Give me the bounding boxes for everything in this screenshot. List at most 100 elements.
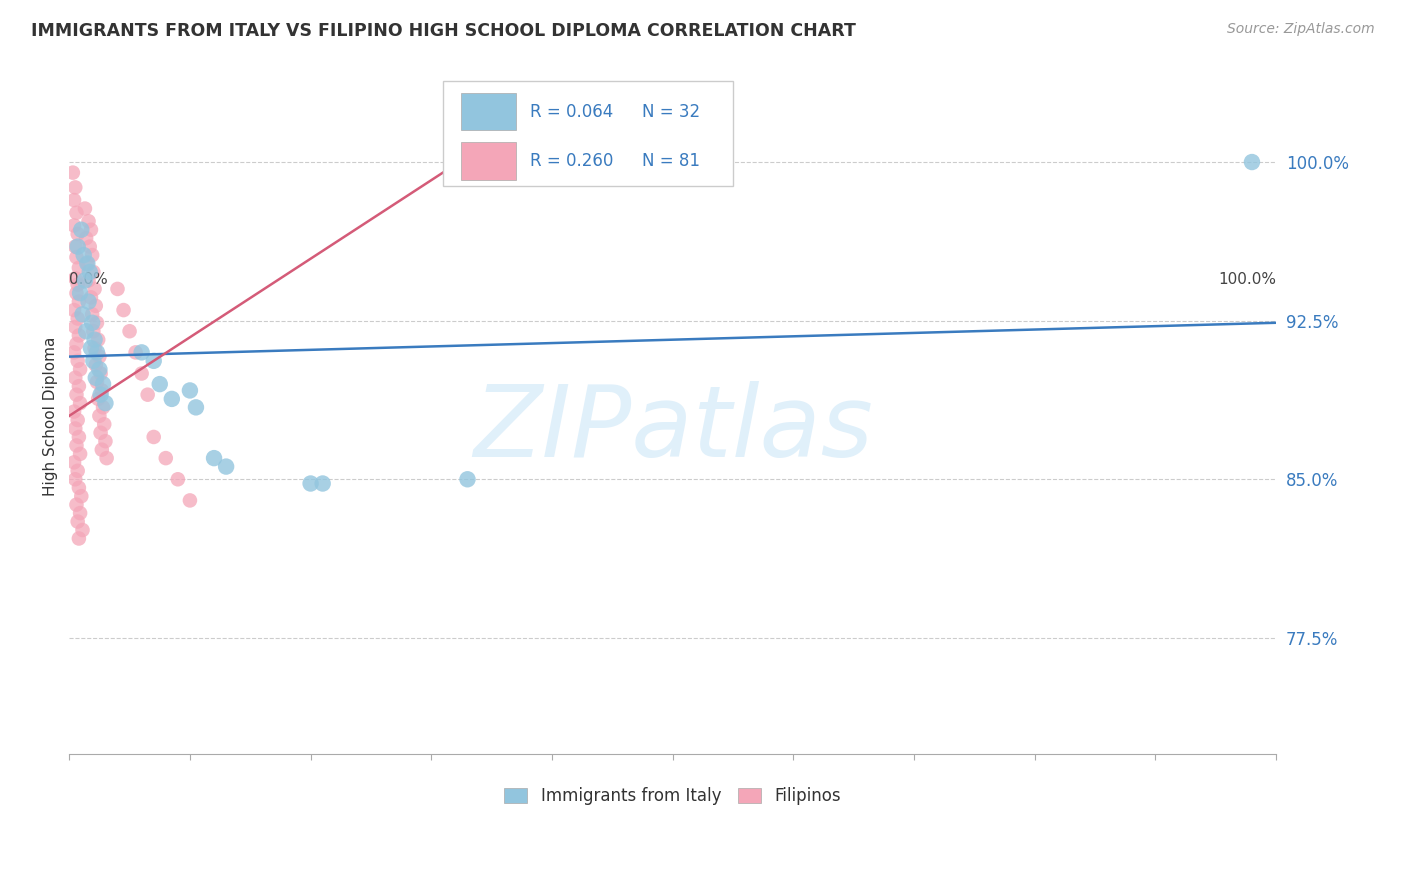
Point <box>69 286 91 301</box>
Point <box>142 354 165 368</box>
Point <box>83 333 105 347</box>
FancyBboxPatch shape <box>443 81 733 186</box>
Point <box>65 271 87 285</box>
Point <box>457 472 479 486</box>
Text: IMMIGRANTS FROM ITALY VS FILIPINO HIGH SCHOOL DIPLOMA CORRELATION CHART: IMMIGRANTS FROM ITALY VS FILIPINO HIGH S… <box>31 22 856 40</box>
Point <box>67 481 90 495</box>
Point <box>65 498 87 512</box>
Point <box>84 299 107 313</box>
Point <box>66 354 89 368</box>
Point <box>66 239 89 253</box>
Point <box>63 455 86 469</box>
Point <box>82 265 104 279</box>
Point <box>82 316 104 330</box>
FancyBboxPatch shape <box>461 93 516 130</box>
Point <box>87 333 110 347</box>
Point <box>80 341 103 355</box>
Point <box>65 438 87 452</box>
Point <box>76 256 98 270</box>
Point <box>142 430 165 444</box>
Point <box>63 404 86 418</box>
Point <box>83 341 105 355</box>
Point <box>82 324 104 338</box>
Point <box>90 367 112 381</box>
Point <box>82 307 104 321</box>
Point <box>65 180 87 194</box>
Point <box>91 377 114 392</box>
Point <box>75 324 97 338</box>
Point <box>73 273 96 287</box>
Point <box>1240 155 1263 169</box>
Point <box>89 362 111 376</box>
Point <box>65 250 87 264</box>
Point <box>202 451 225 466</box>
Point <box>65 387 87 401</box>
Point <box>63 193 86 207</box>
Point <box>70 223 93 237</box>
Point <box>215 459 238 474</box>
Point <box>112 303 135 318</box>
Point <box>83 282 105 296</box>
Point <box>131 367 153 381</box>
Point <box>94 434 117 449</box>
Point <box>86 345 108 359</box>
Point <box>62 166 84 180</box>
Point <box>69 447 91 461</box>
Point <box>96 451 118 466</box>
Point <box>69 506 91 520</box>
Point <box>160 392 183 406</box>
Point <box>84 358 107 372</box>
Text: N = 81: N = 81 <box>643 152 700 170</box>
Point <box>65 370 87 384</box>
Point <box>65 421 87 435</box>
Point <box>90 384 112 398</box>
Point <box>67 430 90 444</box>
Point <box>90 442 112 457</box>
Point <box>67 294 90 309</box>
Point <box>69 396 91 410</box>
Point <box>80 223 103 237</box>
Point <box>65 286 87 301</box>
Point <box>89 409 111 423</box>
Point <box>67 379 90 393</box>
Text: ZIPatlas: ZIPatlas <box>472 381 873 478</box>
Point <box>66 413 89 427</box>
Point <box>79 239 101 253</box>
Point <box>86 375 108 389</box>
Point <box>77 294 100 309</box>
Text: 0.0%: 0.0% <box>69 272 108 286</box>
Point <box>124 345 146 359</box>
Point <box>311 476 333 491</box>
Point <box>69 362 91 376</box>
Point <box>299 476 322 491</box>
Point <box>75 231 97 245</box>
Point <box>63 345 86 359</box>
Point <box>131 345 153 359</box>
Point <box>90 387 112 401</box>
Point <box>77 273 100 287</box>
Point <box>65 239 87 253</box>
Point <box>66 311 89 326</box>
Y-axis label: High School Diploma: High School Diploma <box>44 336 58 496</box>
Text: Source: ZipAtlas.com: Source: ZipAtlas.com <box>1227 22 1375 37</box>
Point <box>67 328 90 343</box>
Point <box>184 401 207 415</box>
Point <box>66 515 89 529</box>
Point <box>79 265 101 279</box>
Text: R = 0.260: R = 0.260 <box>530 152 613 170</box>
Point <box>87 392 110 406</box>
Point <box>94 396 117 410</box>
Point <box>65 337 87 351</box>
Point <box>136 387 159 401</box>
Point <box>179 384 201 398</box>
Point <box>166 472 188 486</box>
Point <box>90 425 112 440</box>
Point <box>77 214 100 228</box>
Point <box>155 451 177 466</box>
Point <box>89 350 111 364</box>
Point <box>73 202 96 216</box>
Point <box>84 370 107 384</box>
Point <box>72 523 94 537</box>
Point <box>82 354 104 368</box>
Point <box>66 227 89 241</box>
